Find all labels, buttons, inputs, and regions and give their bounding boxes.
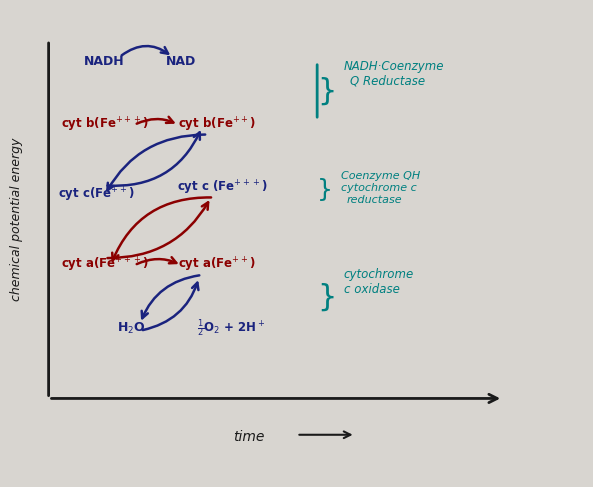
Text: chemical potential energy: chemical potential energy	[9, 138, 23, 301]
Text: Q Reductase: Q Reductase	[350, 75, 425, 88]
Text: }: }	[317, 282, 337, 311]
Text: reductase: reductase	[347, 195, 402, 205]
Text: }: }	[317, 178, 333, 202]
Text: cyt a(Fe$^{++}$): cyt a(Fe$^{++}$)	[178, 256, 256, 275]
Text: $\frac{1}{2}$O$_2$ + 2H$^+$: $\frac{1}{2}$O$_2$ + 2H$^+$	[197, 318, 266, 339]
Text: time: time	[234, 430, 265, 444]
Text: cyt a(Fe$^{+++}$): cyt a(Fe$^{+++}$)	[61, 256, 148, 275]
Text: cytochrome c: cytochrome c	[341, 183, 416, 193]
Text: cyt b(Fe$^{+++}$): cyt b(Fe$^{+++}$)	[60, 116, 149, 134]
Text: NAD: NAD	[166, 56, 196, 68]
Text: NADH·Coenzyme: NADH·Coenzyme	[344, 60, 444, 73]
Text: H$_2$O: H$_2$O	[117, 320, 145, 336]
Text: c oxidase: c oxidase	[344, 283, 400, 296]
Text: NADH: NADH	[84, 56, 125, 68]
Text: cyt b(Fe$^{++}$): cyt b(Fe$^{++}$)	[178, 116, 256, 134]
Text: cyt c (Fe$^{+++}$): cyt c (Fe$^{+++}$)	[177, 179, 268, 197]
Text: Coenzyme QH: Coenzyme QH	[341, 171, 420, 181]
Text: cyt c(Fe$^{++}$): cyt c(Fe$^{++}$)	[58, 186, 134, 204]
Text: }: }	[317, 76, 337, 106]
Text: cytochrome: cytochrome	[344, 268, 414, 281]
